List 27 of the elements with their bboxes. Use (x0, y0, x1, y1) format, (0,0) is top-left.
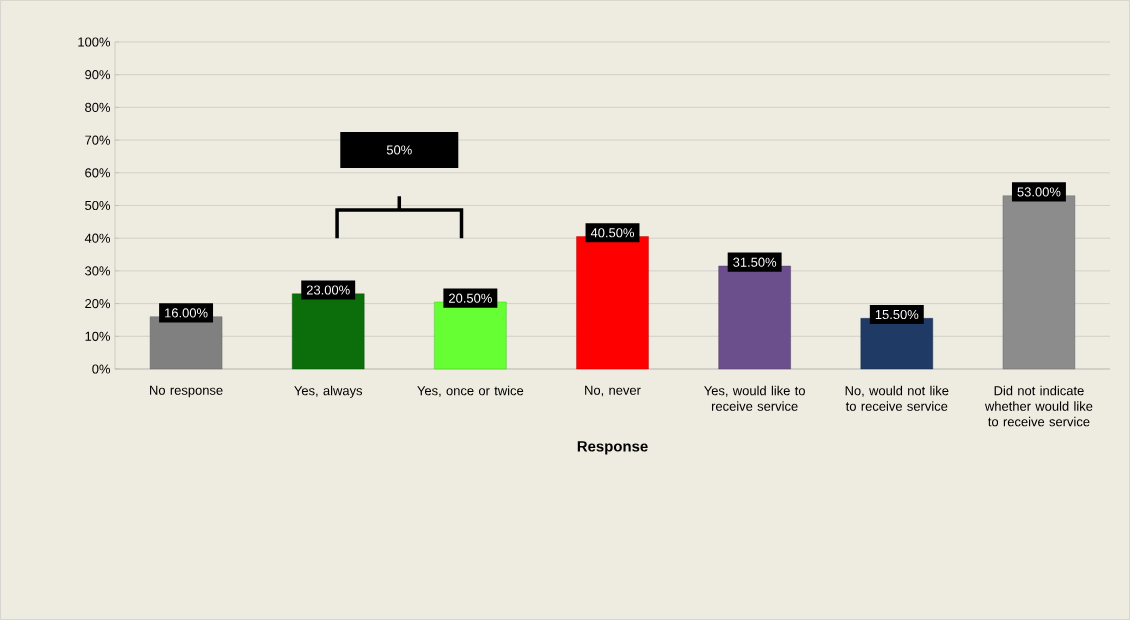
annotation: 50% (386, 145, 412, 155)
y-tick-label: 20% (85, 299, 111, 309)
data-label: 53.00% (1017, 187, 1061, 197)
data-label: 31.50% (733, 257, 777, 267)
data-label: 20.50% (449, 293, 492, 303)
x-tick-label: No response (150, 385, 223, 398)
data-label: 15.50% (875, 309, 919, 320)
y-tick-label: 80% (85, 102, 111, 112)
x-tick-label: Yes, always (294, 385, 363, 398)
x-tick-label: Did not indicate whether would like to receive service (984, 385, 1093, 427)
y-tick-label: 10% (85, 331, 111, 341)
x-tick-label: Yes, would like to receive service (704, 385, 805, 411)
x-axis-title: Response (577, 441, 648, 455)
x-tick-label: Yes, once or twice (417, 385, 524, 397)
y-tick-label: 100% (78, 37, 111, 47)
y-tick-label: 70% (85, 135, 111, 145)
y-tick-label: 60% (85, 168, 111, 178)
x-tick-label: No, never (585, 385, 641, 397)
y-tick-label: 40% (84, 233, 111, 243)
y-tick-label: 30% (85, 266, 111, 276)
data-label: 23.00% (306, 285, 350, 295)
data-label: 40.50% (590, 228, 635, 238)
y-tick-label: 50% (85, 200, 111, 211)
y-tick-label: 0% (92, 364, 111, 374)
x-tick-label: No, would not like to receive service (845, 385, 949, 411)
data-label: 16.00% (165, 308, 208, 318)
y-tick-label: 90% (85, 70, 111, 80)
